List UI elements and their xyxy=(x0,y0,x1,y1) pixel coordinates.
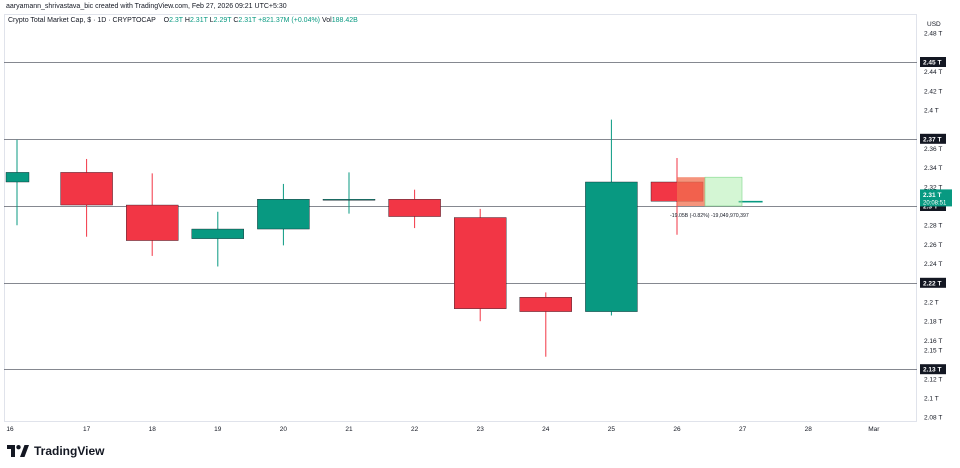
candle xyxy=(5,139,30,226)
time-tick-label: Mar xyxy=(868,426,880,433)
high-value: 2.31T xyxy=(189,17,208,24)
candle-body xyxy=(191,228,245,239)
time-tick-label: 23 xyxy=(477,426,485,433)
candle-body xyxy=(60,172,113,206)
candle xyxy=(519,292,572,357)
time-tick-label: 24 xyxy=(542,426,550,433)
price-tick-label: 2.12 T xyxy=(924,376,942,383)
candle-body xyxy=(585,181,638,312)
measure-target-box xyxy=(704,176,743,207)
candle-body xyxy=(125,204,179,241)
time-tick-label: 16 xyxy=(6,426,14,433)
price-tick-label: 2.48 T xyxy=(924,31,942,38)
time-tick-label: 25 xyxy=(608,426,616,433)
current-price-label: 2.31 T xyxy=(923,192,941,199)
measure-tool: -19.05B (-0.82%) -19,049,970,397 xyxy=(670,176,749,219)
price-tick-label: 2.32 T xyxy=(924,184,942,191)
price-tick-label: 2.28 T xyxy=(924,223,942,230)
level-price-label: 2.45 T xyxy=(923,60,941,67)
level-price-tag xyxy=(920,277,946,288)
candle-body xyxy=(738,200,763,203)
candle-body xyxy=(322,199,376,201)
candle xyxy=(585,119,638,316)
price-tick-label: 2.1 T xyxy=(924,396,939,403)
time-tick-label: 21 xyxy=(345,426,353,433)
level-price-label: 2.3 T xyxy=(923,204,938,211)
time-tick-label: 17 xyxy=(83,426,91,433)
time-tick-label: 18 xyxy=(149,426,157,433)
candle xyxy=(454,208,507,322)
level-price-tag xyxy=(920,364,946,375)
level-price-tag xyxy=(920,133,946,144)
tradingview-logo-icon xyxy=(7,445,29,457)
price-axis: USD 2.48 T 2.44 T 2.42 T 2.4 T 2.36 T 2.34 T 2.… xyxy=(920,21,952,422)
candles xyxy=(5,119,763,357)
level-price-label: 2.37 T xyxy=(923,136,941,143)
time-tick-label: 19 xyxy=(214,426,222,433)
price-tick-label: 2.24 T xyxy=(924,261,942,268)
price-tick-label: 2.15 T xyxy=(924,348,942,355)
currency-label: USD xyxy=(927,21,941,28)
low-label: L xyxy=(209,17,214,24)
price-tick-label: 2.44 T xyxy=(924,69,942,76)
candle xyxy=(388,189,441,229)
open-value: 2.3T xyxy=(169,17,183,24)
level-price-label: 2.13 T xyxy=(923,367,941,374)
close-value: 2.31T xyxy=(238,17,257,24)
time-tick-label: 20 xyxy=(280,426,288,433)
candle-body xyxy=(5,172,30,183)
chart-frame xyxy=(4,14,917,422)
open-label: O xyxy=(163,17,170,24)
price-tick-label: 2.36 T xyxy=(924,146,942,153)
change-value: +821.37M (+0.04%) xyxy=(258,17,321,24)
volume-value: 188.42B xyxy=(331,17,358,24)
price-tick-label: 2.34 T xyxy=(924,165,942,172)
candle-body xyxy=(388,199,441,217)
candle-body xyxy=(519,297,572,312)
level-price-tag xyxy=(920,57,946,67)
chart-credit: aaryamann_shrivastava_bic created with T… xyxy=(6,3,287,10)
close-label: C xyxy=(233,17,239,24)
measure-loss-box xyxy=(677,177,705,206)
price-tick-label: 2.16 T xyxy=(924,338,942,345)
candle xyxy=(322,172,376,214)
tradingview-logo: TradingView xyxy=(7,444,104,458)
high-label: H xyxy=(184,17,190,24)
candle xyxy=(60,158,113,237)
price-tick-label: 2.08 T xyxy=(924,415,942,422)
candle xyxy=(191,211,245,267)
price-tick-label: 2.26 T xyxy=(924,242,942,249)
price-tick-label: 2.2 T xyxy=(924,300,939,307)
price-tick-label: 2.42 T xyxy=(924,88,942,95)
chart-legend: Crypto Total Market Cap, $ · 1D · CRYPTO… xyxy=(8,17,358,24)
price-tick-label: 2.18 T xyxy=(924,319,942,326)
current-price-tag xyxy=(920,189,952,207)
level-price-label: 2.22 T xyxy=(923,280,941,287)
time-axis: 16 17 18 19 20 21 22 23 24 25 26 27 28 Mar xyxy=(6,426,880,433)
time-tick-label: 28 xyxy=(805,426,813,433)
time-tick-label: 26 xyxy=(673,426,681,433)
price-tick-label: 2.4 T xyxy=(924,108,939,115)
candle xyxy=(257,183,310,246)
measure-label: -19.05B (-0.82%) -19,049,970,397 xyxy=(670,213,749,219)
volume-label: Vol xyxy=(321,17,332,24)
time-tick-label: 27 xyxy=(739,426,747,433)
candle xyxy=(125,173,179,256)
symbol-name[interactable]: Crypto Total Market Cap, $ · 1D · CRYPTO… xyxy=(8,17,156,24)
low-value: 2.29T xyxy=(213,17,232,24)
candle-body xyxy=(454,217,507,309)
time-tick-label: 22 xyxy=(411,426,419,433)
candle-body xyxy=(257,199,310,230)
bar-countdown-label: 20:08:51 xyxy=(923,200,947,206)
tradingview-brand: TradingView xyxy=(34,444,105,458)
